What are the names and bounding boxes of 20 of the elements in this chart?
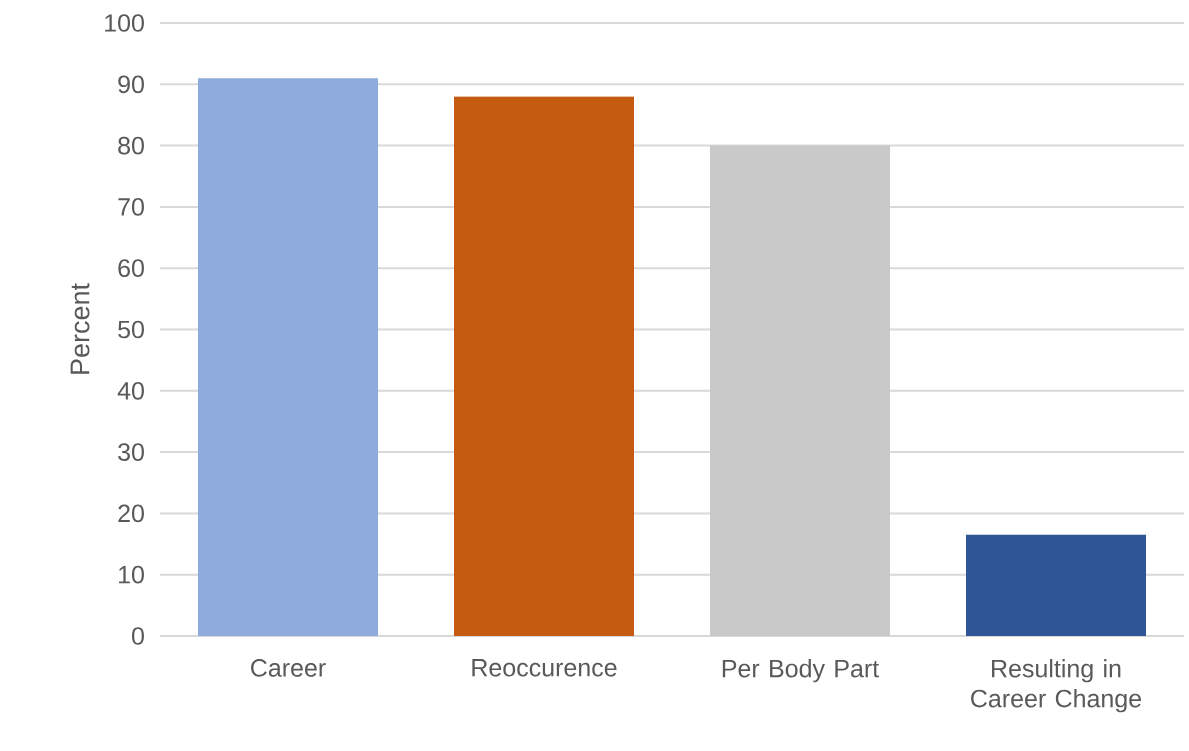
y-tick-label: 90 <box>118 75 144 94</box>
bar <box>454 96 635 636</box>
y-tick-label: 20 <box>118 504 144 523</box>
y-tick-label: 10 <box>119 565 144 584</box>
y-tick-label: 40 <box>117 381 144 400</box>
y-tick-label: 100 <box>105 14 144 32</box>
y-tick-label: 80 <box>118 136 144 155</box>
y-tick-label: 60 <box>118 259 144 278</box>
y-tick-label: 50 <box>118 320 144 339</box>
x-tick-label: Resulting in Career Change <box>971 659 1142 713</box>
y-tick-label: 30 <box>118 443 144 461</box>
bar <box>710 145 891 636</box>
bar <box>966 534 1147 636</box>
x-tick-label: Per Body Part <box>722 659 879 683</box>
y-axis-title: Percent <box>70 283 90 374</box>
y-tick-label: 0 <box>132 627 144 645</box>
y-tick-label: 70 <box>118 198 144 216</box>
x-tick-label: Career <box>251 659 326 677</box>
x-tick-label: Reoccurence <box>472 659 617 677</box>
bar <box>198 78 379 636</box>
